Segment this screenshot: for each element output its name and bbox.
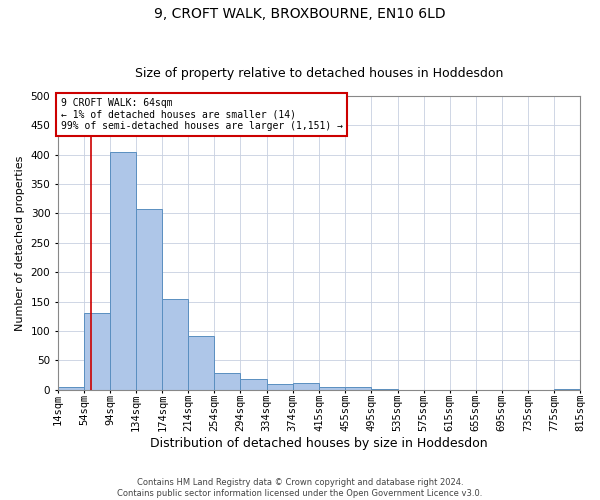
Y-axis label: Number of detached properties: Number of detached properties: [15, 155, 25, 330]
Bar: [214, 374, 241, 390]
Bar: [319, 387, 346, 390]
Bar: [188, 336, 214, 390]
Bar: [371, 388, 398, 390]
Bar: [554, 388, 580, 390]
Bar: [58, 387, 84, 390]
Text: 9 CROFT WALK: 64sqm
← 1% of detached houses are smaller (14)
99% of semi-detache: 9 CROFT WALK: 64sqm ← 1% of detached hou…: [61, 98, 343, 131]
Title: Size of property relative to detached houses in Hoddesdon: Size of property relative to detached ho…: [135, 66, 503, 80]
Bar: [162, 298, 188, 390]
Bar: [346, 387, 371, 390]
Bar: [84, 314, 110, 390]
X-axis label: Distribution of detached houses by size in Hoddesdon: Distribution of detached houses by size …: [150, 437, 488, 450]
Bar: [136, 209, 162, 390]
Bar: [110, 152, 136, 390]
Bar: [293, 384, 319, 390]
Text: 9, CROFT WALK, BROXBOURNE, EN10 6LD: 9, CROFT WALK, BROXBOURNE, EN10 6LD: [154, 8, 446, 22]
Bar: [266, 384, 293, 390]
Text: Contains HM Land Registry data © Crown copyright and database right 2024.
Contai: Contains HM Land Registry data © Crown c…: [118, 478, 482, 498]
Bar: [241, 378, 266, 390]
